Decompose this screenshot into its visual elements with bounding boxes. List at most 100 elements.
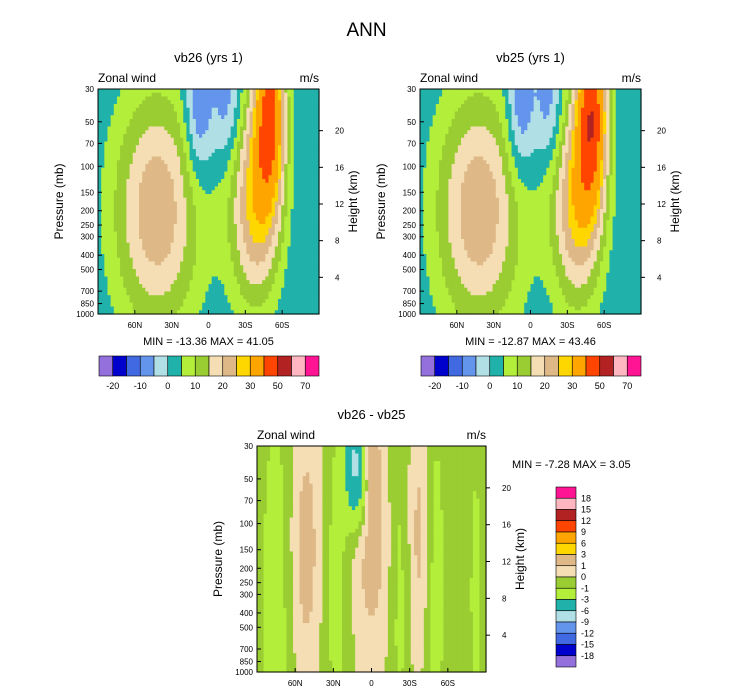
field-cell xyxy=(180,119,184,124)
field-cell xyxy=(113,145,118,150)
field-cell xyxy=(167,265,172,270)
field-cell xyxy=(312,89,317,94)
field-cell xyxy=(533,92,538,98)
field-cell xyxy=(142,310,146,315)
field-cell xyxy=(192,261,197,266)
field-cell xyxy=(622,104,626,109)
field-cell xyxy=(170,310,175,315)
field-cell xyxy=(145,257,150,263)
field-cell xyxy=(142,201,146,206)
field-cell xyxy=(161,302,165,308)
field-cell xyxy=(195,182,200,188)
field-cell xyxy=(268,156,273,161)
field-cell xyxy=(110,250,115,255)
field-cell xyxy=(249,302,254,308)
field-cell xyxy=(287,261,292,266)
field-cell xyxy=(183,186,187,191)
field-cell xyxy=(221,100,225,105)
field-cell xyxy=(423,115,427,120)
field-cell xyxy=(243,224,247,229)
field-cell xyxy=(230,302,235,308)
field-cell xyxy=(110,100,115,105)
colorbar-box xyxy=(126,355,141,377)
field-cell xyxy=(148,306,153,311)
field-cell xyxy=(202,197,206,203)
field-cell xyxy=(135,272,140,278)
field-cell xyxy=(208,272,213,278)
field-cell xyxy=(426,111,431,116)
field-cell xyxy=(205,231,210,236)
field-cell xyxy=(426,126,431,131)
field-cell xyxy=(284,100,289,105)
field-cell xyxy=(255,212,260,218)
field-cell xyxy=(236,111,241,116)
field-cell xyxy=(199,179,203,184)
field-cell xyxy=(101,100,105,105)
field-cell xyxy=(139,227,143,233)
field-cell xyxy=(195,302,200,308)
field-cell xyxy=(265,302,270,308)
field-cell xyxy=(135,269,140,274)
field-cell xyxy=(142,299,146,304)
field-cell xyxy=(277,111,282,116)
field-cell xyxy=(236,227,241,233)
field-cell xyxy=(221,280,225,285)
field-cell xyxy=(116,227,121,233)
field-cell xyxy=(521,107,525,113)
field-cell xyxy=(139,261,143,266)
field-cell xyxy=(211,111,216,116)
field-cell xyxy=(205,299,210,304)
field-cell xyxy=(142,130,146,135)
field-cell xyxy=(211,302,216,308)
field-cell xyxy=(186,111,191,116)
field-cell xyxy=(312,265,317,270)
field-cell xyxy=(161,122,165,128)
field-cell xyxy=(274,167,279,173)
field-cell xyxy=(243,269,247,274)
field-cell xyxy=(217,175,222,180)
field-cell xyxy=(284,205,289,210)
field-cell xyxy=(129,130,134,135)
field-cell xyxy=(426,92,431,98)
field-cell xyxy=(192,130,197,135)
field-cell xyxy=(274,179,279,184)
field-cell xyxy=(208,145,213,150)
field-cell xyxy=(173,280,178,285)
field-cell xyxy=(170,212,175,218)
field-cell xyxy=(142,239,146,244)
field-cell xyxy=(236,115,241,120)
field-cell xyxy=(186,156,191,161)
field-cell xyxy=(116,96,121,101)
field-cell xyxy=(116,212,121,218)
field-cell xyxy=(151,261,156,266)
field-cell xyxy=(120,179,124,184)
field-cell xyxy=(161,186,165,191)
field-cell xyxy=(214,100,219,105)
field-cell xyxy=(123,104,128,109)
field-cell xyxy=(211,119,216,124)
field-cell xyxy=(173,104,178,109)
field-cell xyxy=(612,104,617,109)
field-cell xyxy=(183,205,187,210)
field-cell xyxy=(315,134,320,139)
field-cell xyxy=(120,284,124,289)
field-cell xyxy=(312,115,317,120)
field-cell xyxy=(306,246,311,251)
field-cell xyxy=(154,164,159,169)
field-cell xyxy=(113,115,118,120)
field-cell xyxy=(489,107,494,113)
field-cell xyxy=(290,104,295,109)
field-cell xyxy=(104,265,109,270)
field-cell xyxy=(233,186,238,191)
field-cell xyxy=(543,92,547,98)
field-cell xyxy=(246,302,251,308)
field-cell xyxy=(129,272,134,278)
field-cell xyxy=(300,295,304,300)
field-cell xyxy=(205,160,210,165)
field-cell xyxy=(98,276,102,281)
field-cell xyxy=(199,160,203,165)
field-cell xyxy=(296,104,301,109)
field-cell xyxy=(281,156,285,161)
field-cell xyxy=(230,265,235,270)
field-cell xyxy=(104,220,109,225)
